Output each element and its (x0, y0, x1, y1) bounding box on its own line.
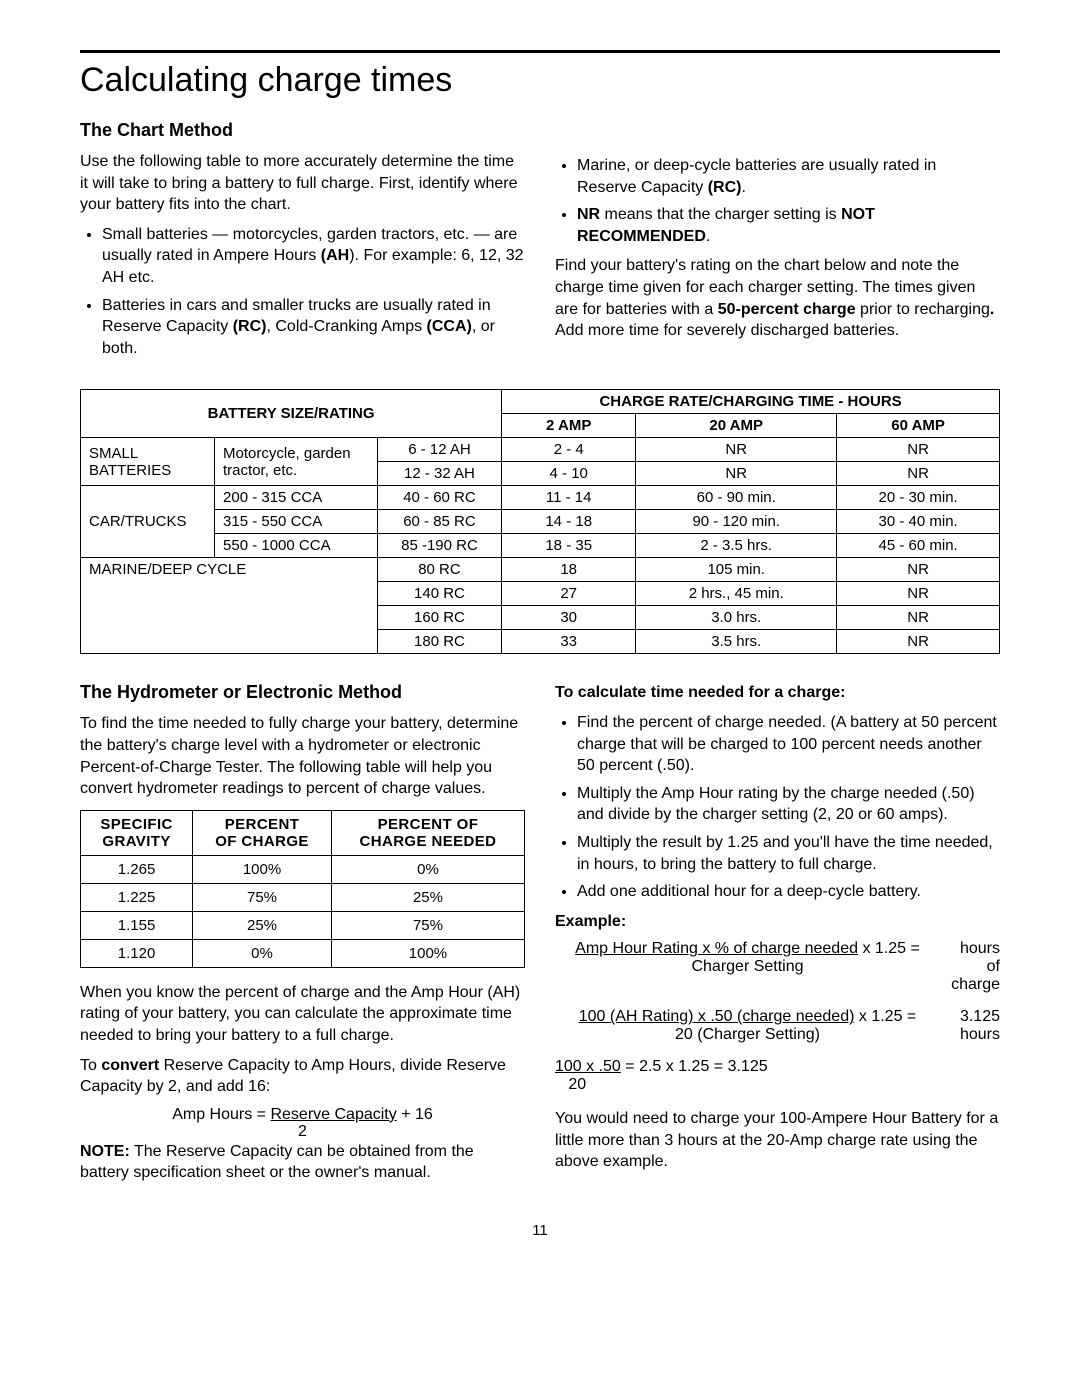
hdr-2amp: 2 AMP (502, 414, 636, 438)
intro-columns: Use the following table to more accurate… (80, 151, 1000, 367)
hdr-charge-rate: CHARGE RATE/CHARGING TIME - HOURS (502, 390, 1000, 414)
calc-b2: Multiply the Amp Hour rating by the char… (577, 783, 1000, 826)
table-row: 315 - 550 CCA 60 - 85 RC 14 - 18 90 - 12… (81, 510, 1000, 534)
hdr-percent-charge: PERCENTOF CHARGE (193, 810, 332, 855)
hydro-p2: When you know the percent of charge and … (80, 982, 525, 1047)
table-row: 1.15525%75% (81, 911, 525, 939)
intro-paragraph: Use the following table to more accurate… (80, 151, 525, 216)
example-formula-1: Amp Hour Rating x % of charge needed x 1… (555, 940, 1000, 994)
example-formula-3: 100 x .50 = 2.5 x 1.25 = 3.125 20 (555, 1058, 1000, 1094)
intro-right: Marine, or deep-cycle batteries are usua… (555, 151, 1000, 367)
intro-bullets-right: Marine, or deep-cycle batteries are usua… (555, 155, 1000, 247)
table-row: 550 - 1000 CCA 85 -190 RC 18 - 35 2 - 3.… (81, 534, 1000, 558)
hdr-battery-size: BATTERY SIZE/RATING (81, 390, 502, 438)
lower-columns: The Hydrometer or Electronic Method To f… (80, 682, 1000, 1192)
example-label: Example: (555, 911, 1000, 933)
table-row: 1.265100%0% (81, 855, 525, 883)
intro-bullets-left: Small batteries — motorcycles, garden tr… (80, 224, 525, 360)
page-title: Calculating charge times (80, 61, 1000, 100)
bullet-car-batteries: Batteries in cars and smaller trucks are… (102, 295, 525, 360)
cat-small-desc: Motorcycle, garden tractor, etc. (215, 438, 378, 486)
hdr-percent-needed: PERCENT OFCHARGE NEEDED (331, 810, 524, 855)
bullet-small-batteries: Small batteries — motorcycles, garden tr… (102, 224, 525, 289)
hydro-p3: To convert Reserve Capacity to Amp Hours… (80, 1055, 525, 1098)
cat-marine: MARINE/DEEP CYCLE (81, 558, 378, 654)
bullet-marine: Marine, or deep-cycle batteries are usua… (577, 155, 1000, 198)
section-hydrometer-heading: The Hydrometer or Electronic Method (80, 682, 525, 703)
calc-bullets: Find the percent of charge needed. (A ba… (555, 712, 1000, 903)
table-row: MARINE/DEEP CYCLE 80 RC 18 105 min. NR (81, 558, 1000, 582)
note: NOTE: The Reserve Capacity can be obtain… (80, 1141, 525, 1184)
table-row: 1.1200%100% (81, 939, 525, 967)
intro-left: Use the following table to more accurate… (80, 151, 525, 367)
example-formula-2: 100 (AH Rating) x .50 (charge needed) x … (555, 1008, 1000, 1044)
table-row: SMALL BATTERIES Motorcycle, garden tract… (81, 438, 1000, 462)
table-row: 1.22575%25% (81, 883, 525, 911)
hdr-60amp: 60 AMP (837, 414, 1000, 438)
cat-small: SMALL BATTERIES (81, 438, 215, 486)
lower-right: To calculate time needed for a charge: F… (555, 682, 1000, 1192)
page-number: 11 (80, 1222, 1000, 1239)
section-chart-method-heading: The Chart Method (80, 120, 1000, 141)
lower-left: The Hydrometer or Electronic Method To f… (80, 682, 525, 1192)
calc-b1: Find the percent of charge needed. (A ba… (577, 712, 1000, 777)
hdr-20amp: 20 AMP (636, 414, 837, 438)
hydrometer-table: SPECIFICGRAVITY PERCENTOF CHARGE PERCENT… (80, 810, 525, 968)
cat-car: CAR/TRUCKS (81, 486, 215, 558)
calc-heading: To calculate time needed for a charge: (555, 682, 1000, 704)
hdr-specific-gravity: SPECIFICGRAVITY (81, 810, 193, 855)
table-row: CAR/TRUCKS 200 - 315 CCA 40 - 60 RC 11 -… (81, 486, 1000, 510)
top-rule (80, 50, 1000, 53)
intro-right-paragraph: Find your battery's rating on the chart … (555, 255, 1000, 341)
conclusion: You would need to charge your 100-Ampere… (555, 1108, 1000, 1173)
bullet-nr: NR means that the charger setting is NOT… (577, 204, 1000, 247)
calc-b3: Multiply the result by 1.25 and you'll h… (577, 832, 1000, 875)
amp-hours-formula: Amp Hours = Reserve Capacity + 16 2 (80, 1106, 525, 1141)
charge-time-table: BATTERY SIZE/RATING CHARGE RATE/CHARGING… (80, 389, 1000, 654)
hydrometer-intro: To find the time needed to fully charge … (80, 713, 525, 799)
calc-b4: Add one additional hour for a deep-cycle… (577, 881, 1000, 903)
